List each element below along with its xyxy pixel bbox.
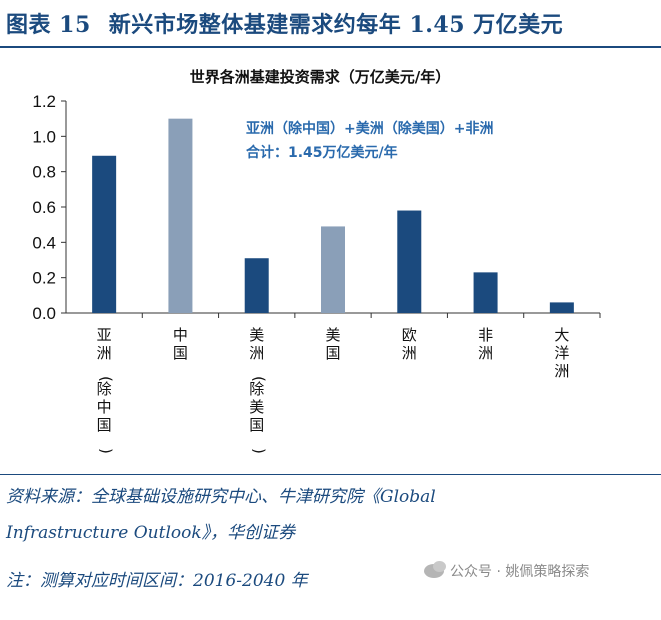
y-tick-label: 0.6 [32,198,56,217]
x-tick-labels: 亚洲(除中国) 中国 美洲(除美国) 美国 欧洲 非洲 大洋洲 [97,326,570,454]
figure-title: 图表 15 新兴市场整体基建需求约每年 1.45 万亿美元 [6,7,563,39]
x-tick-label: 美国 [325,326,340,362]
annotation-line-2: 合计：1.45万亿美元/年 [246,144,398,161]
source-line-2: Infrastructure Outlook》，华创证券 [6,523,296,543]
chart-bars [92,118,574,314]
bar-5 [473,272,498,313]
figure-title-text: 新兴市场整体基建需求约每年 1.45 万亿美元 [108,12,564,38]
bar-chart: 世界各洲基建投资需求（万亿美元/年） 0.0 0.2 0.4 0.6 0.8 1.0 1.2… [32,68,601,454]
chart-title: 世界各洲基建投资需求（万亿美元/年） [190,68,450,86]
note-text: 注：测算对应时间区间：2016-2040 年 [6,571,308,591]
y-tick-label: 1.2 [32,92,56,111]
bar-6 [549,302,574,313]
wechat-icon [424,561,446,578]
x-tick-label: 美洲(除美国) [249,326,268,454]
bar-3 [321,226,345,313]
x-tick-label: 非洲 [478,326,493,362]
y-tick-label: 0.2 [32,269,56,288]
figure-label: 图表 15 [6,12,91,38]
source-line-1: 资料来源：全球基础设施研究中心、牛津研究院《Global [6,487,436,507]
x-tick-label: 欧洲 [402,326,417,362]
y-tick-label: 0.4 [32,233,56,252]
x-tick-label: 亚洲(除中国) [97,326,116,454]
y-tick-label: 1.0 [32,127,56,146]
annotation-line-1: 亚洲（除中国）+美洲（除美国）+非洲 [246,120,493,137]
x-tick-label: 中国 [173,326,188,362]
bar-4 [397,210,422,313]
watermark: 公众号 · 姚佩策略探索 [424,561,589,581]
figure-header: 图表 15 新兴市场整体基建需求约每年 1.45 万亿美元 [0,0,661,48]
footer-divider [0,474,661,475]
bar-1 [168,118,193,314]
bar-0 [92,155,117,313]
watermark-text: 公众号 · 姚佩策略探索 [450,564,590,580]
x-tick-label: 大洋洲 [554,326,569,380]
y-tick-label: 0.8 [32,163,56,182]
bar-2 [244,258,269,313]
y-tick-label: 0.0 [32,304,56,323]
chart-axes: 0.0 0.2 0.4 0.6 0.8 1.0 1.2 [32,92,601,323]
